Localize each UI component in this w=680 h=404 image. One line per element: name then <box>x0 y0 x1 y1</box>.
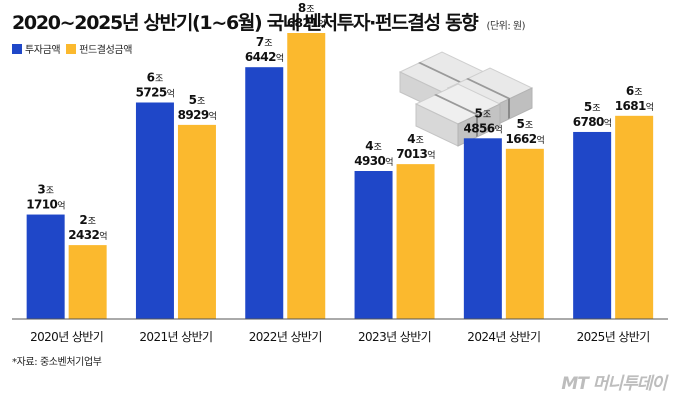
label-investment-eok-3: 4930억 <box>354 154 393 168</box>
bar-fund-5 <box>615 115 654 319</box>
label-fund-jo-5: 6조 <box>626 84 643 98</box>
label-investment-jo-3: 4조 <box>365 139 382 153</box>
bar-fund-4 <box>505 148 544 319</box>
label-investment-jo-5: 5조 <box>584 100 601 114</box>
chart-title: 2020~2025년 상반기(1~6월) 국내 벤처투자·펀드결성 동향 <box>12 12 479 34</box>
label-fund-eok-2: 6821억 <box>287 16 326 30</box>
bar-investment-3 <box>354 170 393 319</box>
bar-fund-1 <box>177 124 216 320</box>
legend-label-fund: 펀드결성금액 <box>79 45 133 56</box>
bar-fund-3 <box>396 164 435 319</box>
x-tick-label-2: 2022년 상반기 <box>249 330 322 344</box>
label-investment-eok-2: 6442억 <box>245 50 284 64</box>
bar-investment-1 <box>135 102 174 320</box>
title-block: 2020~2025년 상반기(1~6월) 국내 벤처투자·펀드결성 동향 (단위… <box>12 8 526 35</box>
source-note: *자료: 중소벤처기업부 <box>12 357 102 368</box>
x-tick-label-1: 2021년 상반기 <box>139 330 212 344</box>
x-tick-label-4: 2024년 상반기 <box>467 330 540 344</box>
x-tick-label-3: 2023년 상반기 <box>358 330 431 344</box>
x-tick-label-5: 2025년 상반기 <box>577 330 650 344</box>
bar-fund-2 <box>287 33 326 319</box>
legend-swatch-investment <box>12 43 22 54</box>
label-fund-eok-0: 2432억 <box>68 228 107 242</box>
legend: 투자금액 펀드결성금액 <box>12 41 132 56</box>
label-investment-eok-4: 4856억 <box>464 121 503 135</box>
label-investment-jo-4: 5조 <box>475 106 492 120</box>
label-investment-eok-1: 5725억 <box>136 85 175 99</box>
bar-fund-0 <box>68 245 107 319</box>
label-investment-jo-2: 7조 <box>256 35 273 49</box>
bar-investment-0 <box>26 214 65 319</box>
publisher-logo: MT 머니투데이 <box>561 374 667 394</box>
legend-item-investment: 투자금액 <box>12 41 61 56</box>
label-fund-eok-3: 7013억 <box>396 147 435 161</box>
label-fund-jo-1: 5조 <box>189 93 206 107</box>
money-stack-icon <box>398 51 534 147</box>
legend-swatch-fund <box>66 43 77 54</box>
label-fund-jo-2: 8조 <box>298 1 315 15</box>
bar-investment-2 <box>245 67 284 319</box>
legend-label-investment: 투자금액 <box>25 45 61 56</box>
label-investment-jo-1: 6조 <box>147 70 164 84</box>
x-tick-label-0: 2020년 상반기 <box>30 330 103 344</box>
label-fund-jo-4: 5조 <box>517 117 534 131</box>
label-fund-jo-3: 4조 <box>407 132 424 146</box>
label-fund-eok-4: 1662억 <box>506 132 545 146</box>
unit-note: (단위: 원) <box>486 21 526 32</box>
bar-investment-5 <box>573 131 612 319</box>
bar-investment-4 <box>463 138 502 319</box>
label-investment-eok-5: 6780억 <box>573 115 612 129</box>
legend-item-fund: 펀드결성금액 <box>66 41 132 56</box>
label-investment-jo-0: 3조 <box>37 183 54 197</box>
label-investment-eok-0: 1710억 <box>26 198 65 212</box>
label-fund-eok-1: 8929억 <box>178 108 217 122</box>
label-fund-eok-5: 1681억 <box>615 99 654 113</box>
label-fund-jo-0: 2조 <box>79 213 96 227</box>
